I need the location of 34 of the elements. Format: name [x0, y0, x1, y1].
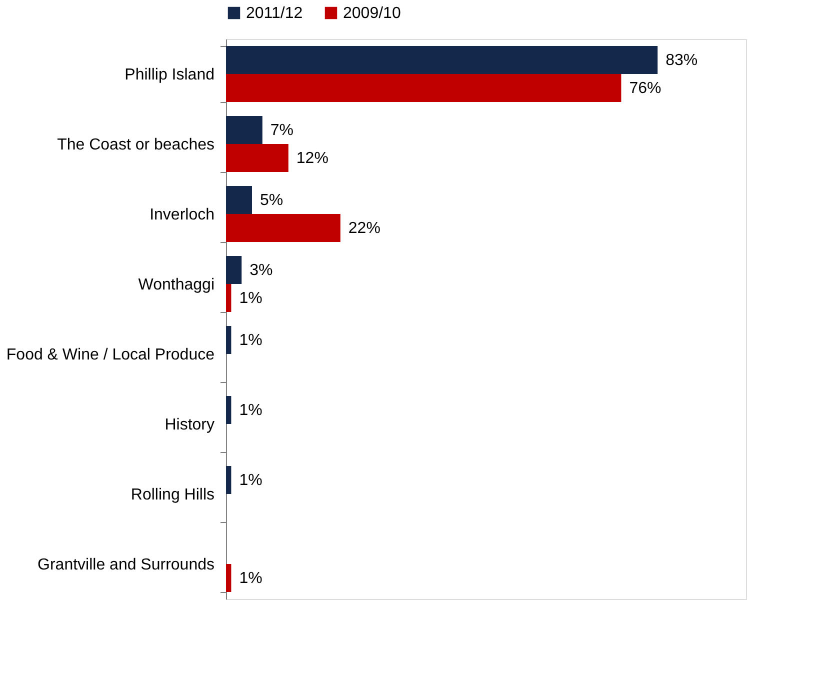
- legend-label: 2011/12: [246, 5, 303, 22]
- bar: [226, 284, 232, 312]
- bar: [226, 74, 622, 102]
- bar: [226, 396, 232, 424]
- data-label: 76%: [629, 80, 662, 97]
- data-label: 12%: [296, 150, 328, 167]
- data-label: 1%: [239, 472, 262, 489]
- y-tick-label: History: [164, 416, 214, 434]
- y-tick-label: Wonthaggi: [138, 276, 214, 294]
- y-tick-label: Food & Wine / Local Produce: [6, 346, 215, 364]
- y-tick-label: The Coast or beaches: [57, 136, 214, 154]
- bar: [226, 116, 262, 144]
- data-label: 1%: [239, 402, 262, 419]
- bar: [226, 256, 242, 284]
- y-tick-label: Rolling Hills: [130, 486, 214, 504]
- y-tick-label: Inverloch: [150, 206, 214, 224]
- bar: [226, 564, 232, 592]
- data-label: 1%: [239, 570, 262, 587]
- data-label: 7%: [270, 122, 294, 139]
- bar: [226, 144, 288, 172]
- data-label: 83%: [666, 52, 698, 69]
- bar: [226, 214, 340, 242]
- bar: [226, 46, 658, 74]
- legend-label: 2009/10: [343, 5, 401, 22]
- data-label: 1%: [239, 290, 262, 307]
- y-tick-label: Phillip Island: [124, 66, 214, 84]
- data-label: 3%: [250, 262, 273, 279]
- bar: [226, 466, 232, 494]
- data-label: 1%: [239, 332, 262, 349]
- bar: [226, 186, 252, 214]
- data-label: 5%: [260, 192, 284, 209]
- y-tick-label: Grantville and Surrounds: [38, 556, 214, 574]
- bar: [226, 326, 232, 354]
- data-label: 22%: [348, 220, 380, 237]
